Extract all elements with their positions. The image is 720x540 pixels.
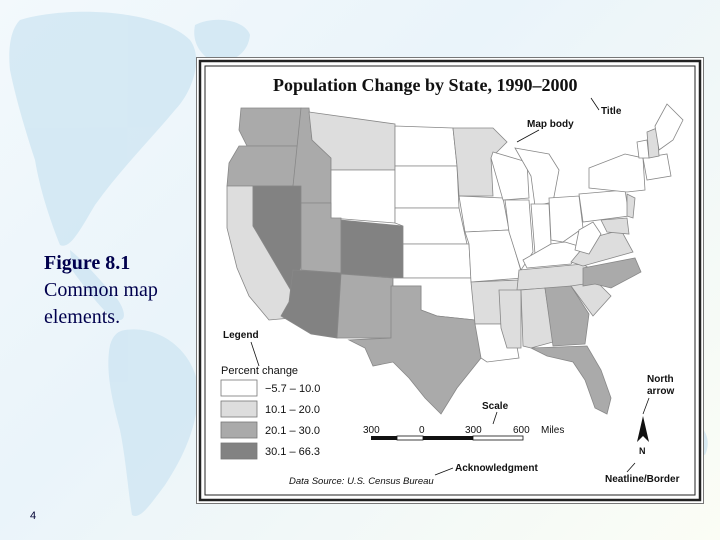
- state-alabama: [520, 287, 554, 349]
- north-arrow-callout-line2: arrow: [647, 386, 674, 397]
- callout-map-body-leader: [516, 129, 540, 143]
- north-arrow-letter: N: [639, 446, 646, 456]
- legend-swatch-4: [220, 442, 258, 460]
- state-ohio: [548, 195, 584, 243]
- state-wyoming: [330, 169, 396, 224]
- legend-label-1: −5.7 – 10.0: [265, 383, 320, 395]
- state-washington: [238, 107, 302, 147]
- state-iowa: [458, 195, 510, 233]
- legend-leader-line: [250, 341, 260, 367]
- state-new-mexico: [336, 273, 394, 339]
- legend-heading: Legend: [223, 330, 259, 341]
- state-colorado: [340, 219, 404, 279]
- figure-caption-text: Common map elements.: [44, 279, 158, 328]
- legend-subheading: Percent change: [221, 365, 298, 377]
- scale-tick-300: 300: [465, 425, 482, 436]
- background-south-america: [108, 329, 199, 516]
- state-florida: [530, 345, 612, 415]
- legend-swatch-3: [220, 421, 258, 439]
- state-arizona: [280, 269, 342, 339]
- map-figure: Population Change by State, 1990–2000: [196, 57, 704, 504]
- callout-acknowledgment-leader: [434, 467, 454, 476]
- scale-unit: Miles: [541, 425, 564, 436]
- scale-leader-line: [492, 411, 498, 425]
- state-oregon: [226, 145, 302, 187]
- map-svg: Population Change by State, 1990–2000: [198, 59, 702, 502]
- state-new-york: [588, 153, 646, 193]
- state-utah: [300, 202, 342, 274]
- slide-number: 4: [30, 510, 37, 522]
- callout-neatline: Neatline/Border: [605, 474, 680, 485]
- callout-acknowledgment: Acknowledgment: [455, 463, 538, 474]
- north-arrow-icon: [637, 416, 649, 442]
- scale-bar-segment-white-1: [396, 435, 424, 441]
- state-new-hampshire: [646, 127, 660, 159]
- background-central-america: [70, 250, 124, 321]
- map-legend: Legend Percent change −5.7 – 10.0 10.1 – …: [220, 330, 320, 460]
- scale-tick-300-west: 300: [363, 425, 380, 436]
- state-pennsylvania: [578, 189, 630, 223]
- state-missouri: [464, 229, 524, 283]
- state-vermont: [636, 139, 650, 159]
- map-callouts: Title Map body Acknowledgment Neatline/B…: [434, 97, 680, 485]
- state-south-dakota: [394, 165, 460, 209]
- callout-map-body: Map body: [527, 119, 574, 130]
- state-nebraska: [394, 207, 468, 245]
- map-body: [226, 103, 684, 415]
- background-greenland: [194, 19, 250, 62]
- state-north-dakota: [394, 125, 458, 167]
- scale-bar-segment-black-2: [423, 436, 473, 440]
- legend-swatch-2: [220, 400, 258, 418]
- state-new-jersey: [626, 193, 636, 219]
- state-texas: [347, 285, 482, 415]
- scale-bar-segment-white-2: [472, 435, 524, 441]
- scale-tick-0: 0: [419, 425, 425, 436]
- state-maine: [654, 103, 684, 151]
- state-kansas: [402, 243, 472, 279]
- scale-callout-label: Scale: [482, 401, 509, 412]
- figure-caption: Figure 8.1 Common map elements.: [44, 250, 194, 331]
- legend-label-2: 10.1 – 20.0: [265, 404, 320, 416]
- scale-bar-segment-black-1: [371, 436, 397, 440]
- map-neatline-outer: [198, 59, 702, 502]
- map-neatline-inner: [204, 65, 696, 496]
- callout-title-leader: [590, 97, 600, 111]
- legend-label-3: 20.1 – 30.0: [265, 425, 320, 437]
- legend-label-4: 30.1 – 66.3: [265, 446, 320, 458]
- callout-title: Title: [601, 106, 622, 117]
- map-scale: Scale 300 0 300 600 Miles: [363, 401, 564, 441]
- north-arrow-leader-line: [642, 397, 650, 415]
- north-arrow: North arrow N: [637, 374, 674, 456]
- scale-tick-600: 600: [513, 425, 530, 436]
- figure-number: Figure 8.1: [44, 252, 131, 274]
- state-georgia: [544, 285, 590, 347]
- state-west-virginia: [574, 221, 602, 255]
- map-data-source: Data Source: U.S. Census Bureau: [289, 476, 434, 487]
- state-maryland-delaware: [600, 217, 630, 235]
- map-title: Population Change by State, 1990–2000: [273, 75, 578, 95]
- state-north-carolina: [582, 257, 642, 289]
- background-north-america: [9, 11, 197, 246]
- state-minnesota: [452, 127, 508, 197]
- legend-swatch-1: [220, 379, 258, 397]
- north-arrow-callout-line1: North: [647, 374, 674, 385]
- state-mississippi: [498, 289, 522, 349]
- state-wisconsin: [490, 151, 530, 201]
- legend-classes: −5.7 – 10.0 10.1 – 20.0 20.1 – 30.0 30.1 – …: [220, 379, 320, 460]
- callout-neatline-leader: [626, 462, 636, 473]
